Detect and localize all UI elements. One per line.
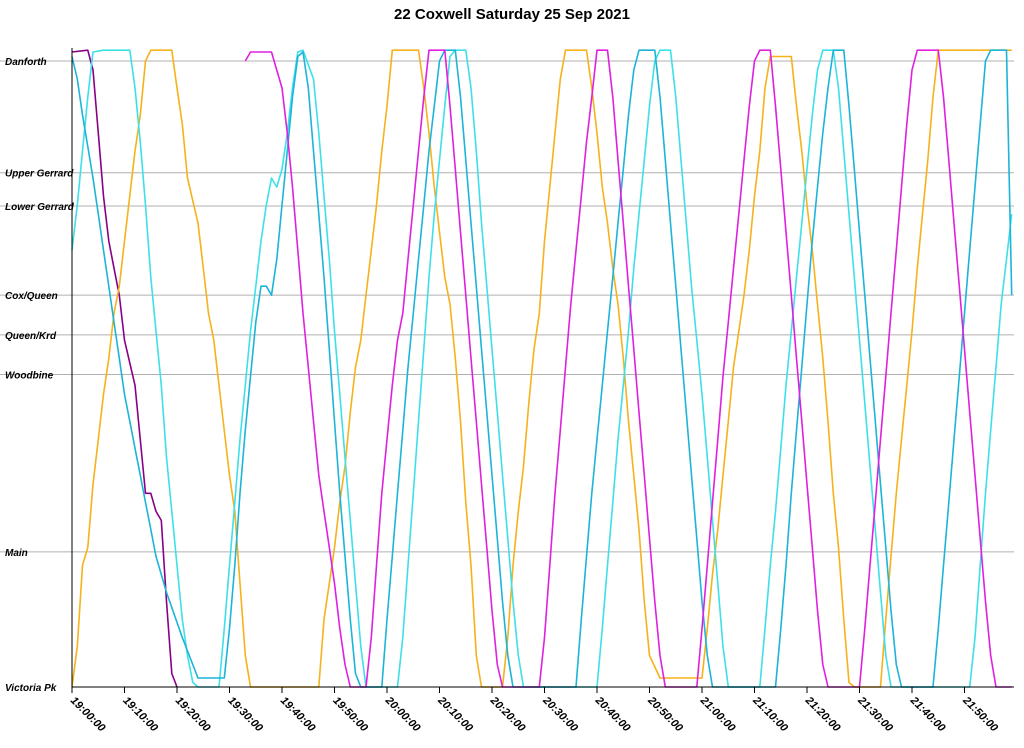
x-tick-label-195000: 19:50:00 [330, 695, 370, 735]
y-label-victoria-pk: Victoria Pk [5, 683, 57, 694]
x-tick-label-200000: 20:00:00 [382, 694, 423, 735]
series-line-2-orange [71, 49, 1012, 688]
x-tick-label-203000: 20:30:00 [540, 694, 581, 735]
x-tick-label-205000: 20:50:00 [645, 694, 686, 735]
axes: Danforth Upper Gerrard Lower Gerrard Cox/Qu… [5, 48, 1014, 735]
x-tick-label-215000: 21:50:00 [960, 694, 1001, 735]
x-tick-label-213000: 21:30:00 [855, 694, 896, 735]
x-tick-label-212000: 21:20:00 [802, 694, 843, 735]
chart-title: 22 Coxwell Saturday 25 Sep 2021 [394, 6, 630, 23]
x-tick-label-204000: 20:40:00 [592, 694, 633, 735]
x-tick-label-201000: 20:10:00 [435, 694, 476, 735]
series-line-5-magenta [244, 49, 1012, 688]
series-line-4-blue [71, 49, 1013, 688]
x-tick-label-214000: 21:40:00 [907, 694, 948, 735]
y-label-queen-krd: Queen/Krd [5, 331, 57, 342]
x-tick-label-210000: 21:00:00 [697, 694, 738, 735]
grid-lines [0, 60, 1014, 553]
y-label-main: Main [5, 548, 28, 559]
x-tick-label-211000: 21:10:00 [750, 694, 791, 735]
x-tick-label-194000: 19:40:00 [278, 695, 318, 735]
x-tick-label-190000: 19:00:00 [68, 695, 108, 735]
y-label-woodbine: Woodbine [5, 370, 54, 381]
x-tick-label-202000: 20:20:00 [487, 694, 528, 735]
series-lines [71, 49, 1013, 688]
y-label-upper-gerrard: Upper Gerrard [5, 169, 74, 180]
x-tick-label-193000: 19:30:00 [225, 695, 265, 735]
y-label-danforth: Danforth [5, 57, 47, 68]
y-label-cox-queen: Cox/Queen [5, 291, 58, 302]
series-line-3-cyan [71, 49, 1013, 688]
series-line-1-purple [71, 49, 178, 688]
x-tick-label-191000: 19:10:00 [120, 695, 160, 735]
y-label-lower-gerrard: Lower Gerrard [5, 202, 75, 213]
x-tick-label-192000: 19:20:00 [173, 695, 213, 735]
